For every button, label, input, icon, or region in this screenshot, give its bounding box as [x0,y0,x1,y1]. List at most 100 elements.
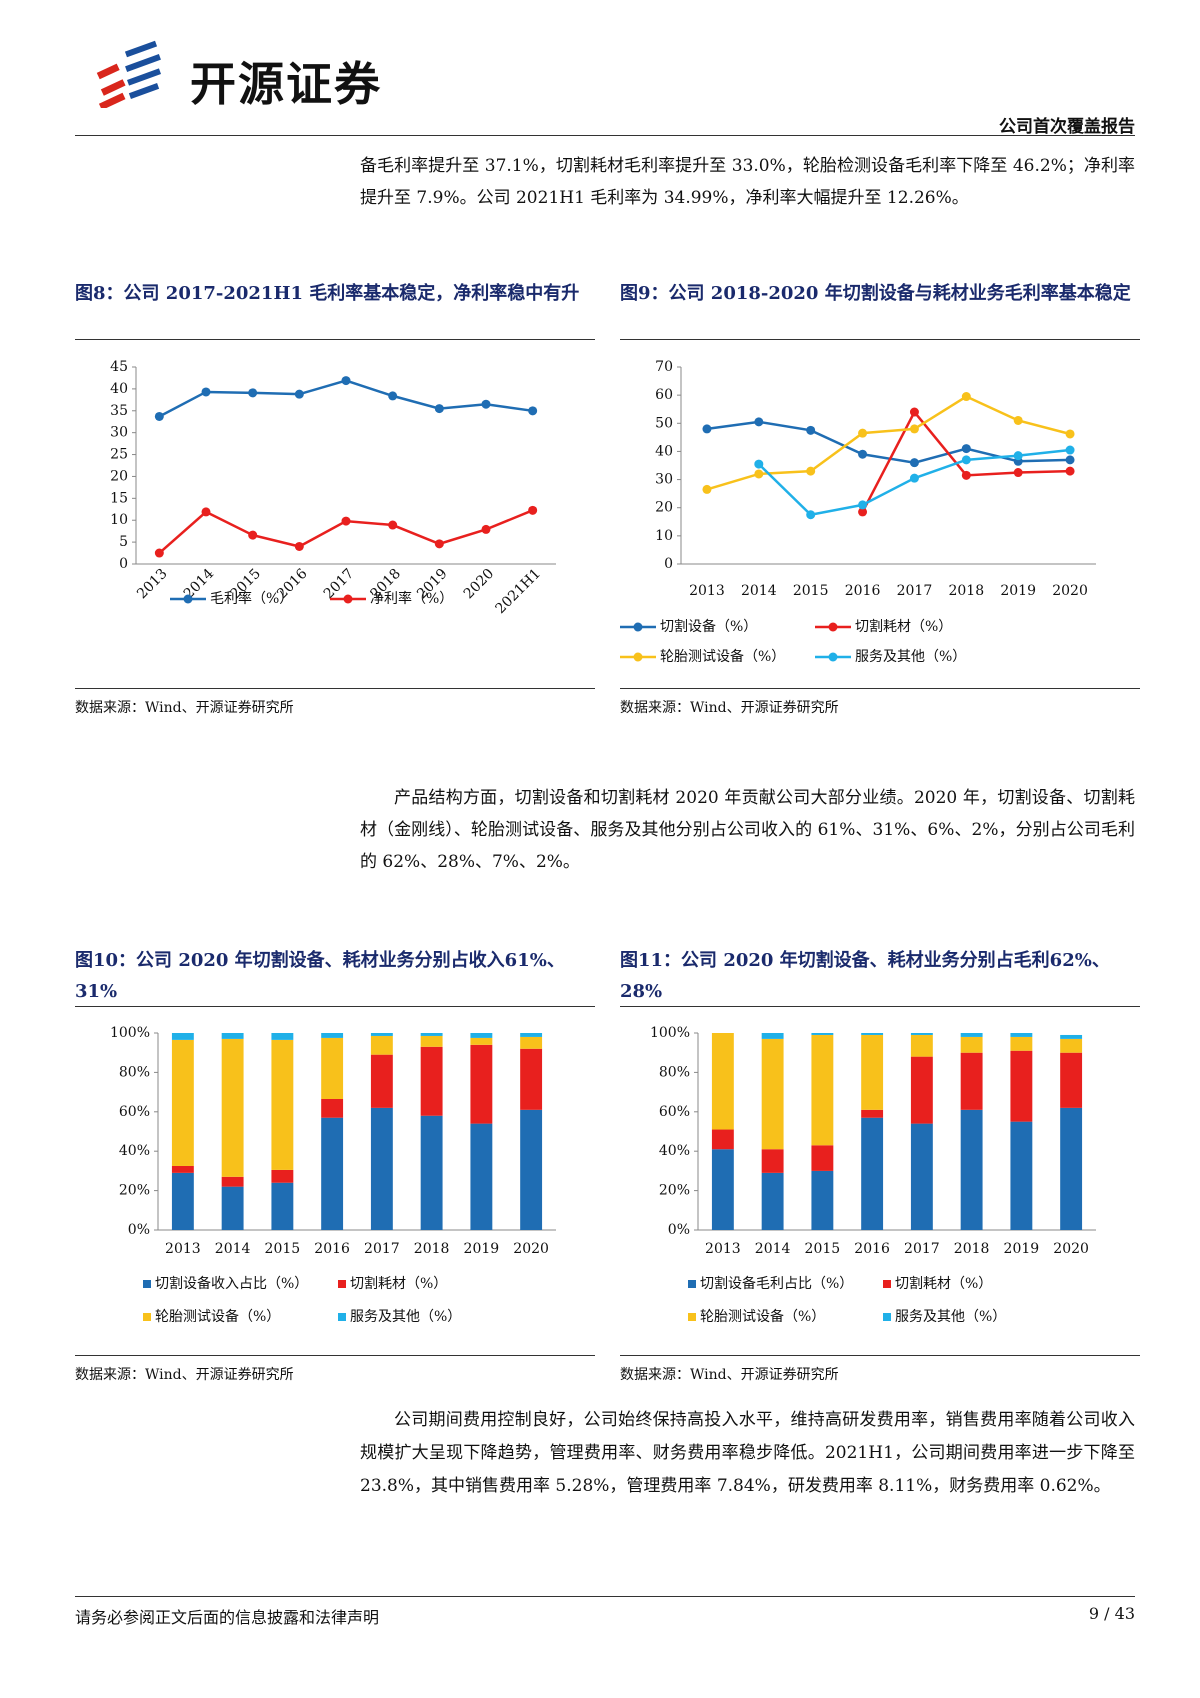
bar-segment [1010,1050,1033,1122]
point [481,524,491,534]
y-tick-label: 80% [659,1064,690,1080]
x-tick-label: 2021H1 [493,566,544,617]
point [434,539,444,549]
point [909,424,919,434]
point [154,411,164,421]
point [702,424,712,434]
bar-segment [910,1034,933,1057]
point [388,520,398,530]
point [909,473,919,483]
point [201,387,211,397]
bar-segment [520,1033,543,1037]
point [858,507,868,517]
bar-segment [221,1038,244,1177]
legend-swatch [828,622,838,632]
x-tick-label: 2020 [513,1241,549,1257]
bar-segment [811,1170,834,1230]
disclaimer: 请务必参阅正文后面的信息披露和法律声明 [75,1608,380,1627]
legend-label: 轮胎测试设备（%） [155,1308,280,1325]
point [961,470,971,480]
x-tick-label: 2015 [805,1241,841,1257]
bar-segment [370,1107,393,1230]
y-tick-label: 20% [119,1183,150,1199]
bar-segment [861,1033,884,1035]
legend-label: 切割设备（%） [660,618,757,635]
point [961,444,971,454]
point [294,389,304,399]
bar-segment [761,1038,784,1150]
bar-segment [420,1033,443,1036]
legend-label: 切割耗材（%） [855,618,952,635]
bar-segment [1060,1038,1083,1053]
bar-segment [171,1033,194,1040]
y-tick-label: 45 [110,359,128,375]
legend-label: 服务及其他（%） [855,649,966,665]
x-tick-label: 2018 [954,1241,990,1257]
point [481,399,491,409]
legend-swatch [883,1313,891,1321]
x-tick-label: 2014 [755,1241,791,1257]
x-tick-label: 2013 [705,1241,741,1257]
x-tick-label: 2017 [897,583,933,599]
bar-segment [321,1033,344,1038]
y-tick-label: 5 [119,534,128,550]
y-tick-label: 0% [668,1222,690,1238]
x-tick-label: 2017 [904,1241,940,1257]
point [154,548,164,558]
bar-segment [711,1033,734,1130]
x-tick-label: 2014 [215,1241,251,1257]
legend-swatch [338,1280,346,1288]
bar-segment [370,1054,393,1108]
x-tick-label: 2013 [689,583,725,599]
legend-label: 净利率（%） [370,590,453,607]
bar-segment [271,1033,294,1040]
x-tick-label: 2016 [845,583,881,599]
bar-segment [1060,1052,1083,1108]
x-tick-label: 2018 [414,1241,450,1257]
bar-segment [171,1039,194,1166]
chart: 0% 20% 40% 60% 80% 100% 2013 2014 2015 2016 2017 20… [650,1025,1096,1325]
y-tick-label: 20% [659,1183,690,1199]
bar-segment [221,1176,244,1187]
x-tick-label: 2020 [1052,583,1088,599]
legend-swatch [883,1280,891,1288]
legend-swatch [143,1280,151,1288]
logo [96,40,162,108]
point [806,510,816,520]
point [1065,429,1075,439]
page-number: 9 / 43 [1088,1604,1135,1623]
legend-swatch [338,1313,346,1321]
bar-segment [1010,1033,1033,1037]
line [158,379,533,418]
x-tick-label: 2016 [314,1241,350,1257]
bar-segment [370,1033,393,1036]
bar-segment [960,1033,983,1037]
bar-segment [811,1033,834,1035]
point [858,428,868,438]
bar-segment [711,1129,734,1150]
bar-segment [171,1172,194,1230]
point [806,466,816,476]
x-tick-label: 2020 [1053,1241,1089,1257]
bar-segment [420,1035,443,1047]
figure-source: 数据来源：Wind、开源证券研究所 [620,688,1140,717]
bar-segment [321,1037,344,1099]
y-tick-label: 70 [655,359,673,375]
x-tick-label: 2019 [464,1241,500,1257]
legend-label: 轮胎测试设备（%） [700,1308,825,1325]
point [909,407,919,417]
x-tick-label: 2018 [948,583,984,599]
y-tick-label: 35 [110,403,128,419]
point [1013,468,1023,478]
legend-swatch [183,594,193,604]
paragraph: 备毛利率提升至 37.1%，切割耗材毛利率提升至 33.0%，轮胎检测设备毛利率… [360,156,1135,208]
bar-segment [811,1034,834,1146]
bar-segment [960,1036,983,1053]
bar-segment [910,1033,933,1035]
x-tick-label: 2013 [165,1241,201,1257]
point [754,469,764,479]
figure-source: 数据来源：Wind、开源证券研究所 [620,1355,1140,1384]
bar-segment [1060,1107,1083,1230]
point [754,417,764,427]
